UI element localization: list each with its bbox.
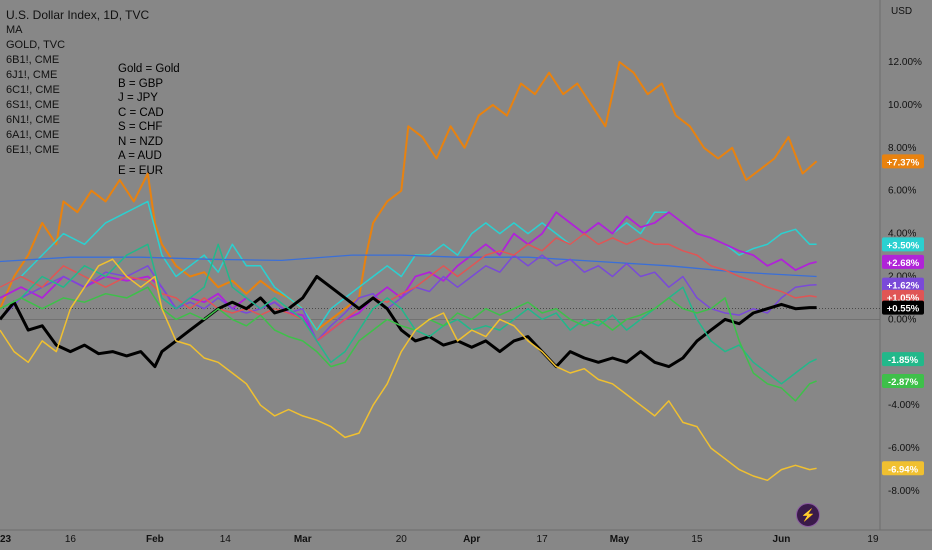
legend-line: 6S1!, CME bbox=[6, 99, 60, 111]
legend-line: 6A1!, CME bbox=[6, 129, 60, 141]
y-tick-label: 12.00% bbox=[888, 57, 922, 68]
value-badge-label-jpy: -6.94% bbox=[888, 464, 919, 475]
x-tick-label: 23 bbox=[0, 534, 12, 545]
x-tick-label: 15 bbox=[691, 534, 703, 545]
x-tick-label: 19 bbox=[867, 534, 879, 545]
value-badge-label-nzd: +1.62% bbox=[887, 281, 920, 292]
value-badge-usd bbox=[882, 300, 924, 315]
series-line-jpy bbox=[0, 258, 817, 482]
series-line-usd bbox=[0, 275, 817, 369]
value-badge-label-gbp: +1.05% bbox=[887, 293, 920, 304]
key-gbp: B = GBP bbox=[118, 77, 164, 90]
y-tick-label: 10.00% bbox=[888, 100, 922, 111]
series-line-gbp bbox=[0, 232, 817, 342]
value-badge-label-usd: +0.55% bbox=[887, 304, 920, 315]
legend-line: 6C1!, CME bbox=[6, 84, 60, 96]
x-tick-label: 14 bbox=[220, 534, 232, 545]
key-nzd: N = NZD bbox=[118, 135, 164, 148]
series-line-aud_e bbox=[0, 200, 817, 331]
series-line-eur bbox=[0, 286, 817, 402]
key-chf: S = CHF bbox=[118, 121, 163, 133]
key-cad: C = CAD bbox=[118, 106, 164, 119]
legend-line: MA bbox=[6, 24, 23, 36]
y-tick-label: 4.00% bbox=[888, 229, 916, 240]
value-badge-nzd bbox=[882, 277, 924, 292]
x-tick-label: Mar bbox=[294, 534, 312, 545]
value-badge-gold bbox=[882, 154, 924, 169]
x-tick-label: Jun bbox=[773, 534, 791, 545]
value-badge-eur bbox=[882, 373, 924, 388]
value-badge-jpy bbox=[882, 461, 924, 476]
legend-line: 6B1!, CME bbox=[6, 54, 60, 66]
key-aud: A = AUD bbox=[118, 150, 162, 162]
y-unit-label: USD bbox=[891, 6, 912, 17]
x-tick-label: Apr bbox=[463, 534, 480, 545]
key-jpy: J = JPY bbox=[118, 92, 158, 104]
series-line-blue_ma bbox=[0, 254, 817, 278]
lightning-icon[interactable]: ⚡ bbox=[796, 503, 820, 527]
x-tick-label: 20 bbox=[396, 534, 408, 545]
y-tick-label: -8.00% bbox=[888, 486, 920, 497]
x-tick-label: 17 bbox=[537, 534, 549, 545]
legend-line: 6E1!, CME bbox=[6, 144, 60, 156]
y-tick-label: 8.00% bbox=[888, 143, 916, 154]
value-badge-label-eur: -2.87% bbox=[888, 377, 919, 388]
x-tick-label: May bbox=[610, 534, 630, 545]
legend-line: 6N1!, CME bbox=[6, 114, 60, 126]
legend-line: 6J1!, CME bbox=[6, 69, 58, 81]
x-tick-label: 16 bbox=[65, 534, 77, 545]
x-tick-label: Feb bbox=[146, 534, 164, 545]
value-badge-chf bbox=[882, 254, 924, 269]
value-badge-gbp bbox=[882, 289, 924, 304]
series-line-cad bbox=[0, 243, 817, 385]
value-badge-cad bbox=[882, 352, 924, 367]
value-badge-label-aud_e: +3.50% bbox=[887, 240, 920, 251]
chart-title: U.S. Dollar Index, 1D, TVC bbox=[6, 8, 150, 22]
value-badge-label-chf: +2.68% bbox=[887, 258, 920, 269]
value-badge-label-cad: -1.85% bbox=[888, 355, 919, 366]
y-tick-label: -6.00% bbox=[888, 443, 920, 454]
y-tick-label: 2.00% bbox=[888, 272, 916, 283]
series-line-gold bbox=[0, 61, 818, 332]
value-badge-label-gold: +7.37% bbox=[887, 157, 920, 168]
currency-key: Gold = Gold B = GBP J = JPY C = CAD S = … bbox=[118, 62, 180, 178]
legend-line: GOLD, TVC bbox=[6, 39, 66, 51]
key-gold: Gold = Gold bbox=[118, 63, 180, 75]
key-eur: E = EUR bbox=[118, 164, 164, 177]
series-line-chf bbox=[0, 211, 817, 342]
value-badge-aud_e bbox=[882, 237, 924, 252]
y-tick-label: 6.00% bbox=[888, 186, 916, 197]
y-tick-label: -4.00% bbox=[888, 400, 920, 411]
y-tick-label: 0.00% bbox=[888, 314, 916, 325]
